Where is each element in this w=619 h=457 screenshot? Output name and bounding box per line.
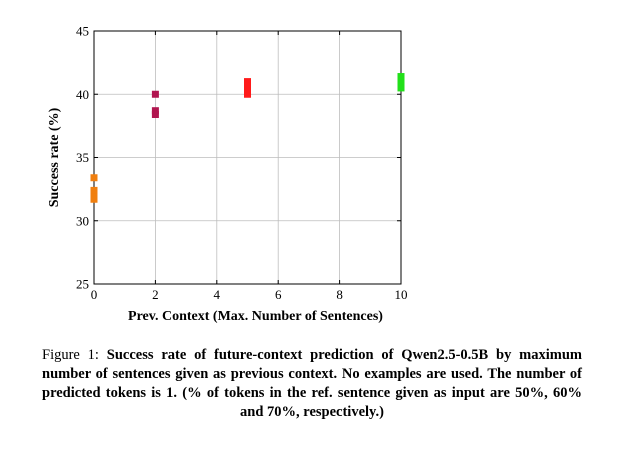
x-tick-label: 0 xyxy=(91,287,98,302)
tick-layer: 0 2 4 6 8 10 25 30 35 40 45 xyxy=(76,24,408,303)
y-axis-title: Success rate (%) xyxy=(47,107,62,207)
data-point xyxy=(397,84,405,92)
data-point xyxy=(244,90,251,98)
data-point xyxy=(90,195,98,203)
caption-text: Success rate of future-context predictio… xyxy=(42,347,583,420)
data-point xyxy=(244,85,251,93)
data-point xyxy=(397,76,405,84)
point-layer xyxy=(90,73,405,203)
data-point xyxy=(244,81,251,89)
x-tick-label: 8 xyxy=(336,287,343,302)
x-axis-title: Prev. Context (Max. Number of Sentences) xyxy=(128,309,383,324)
data-point xyxy=(397,73,405,81)
caption-prefix: Figure 1: xyxy=(42,347,99,363)
y-tick-label: 35 xyxy=(76,150,89,165)
data-point xyxy=(151,90,159,98)
grid-layer xyxy=(94,31,401,284)
data-point xyxy=(151,107,159,115)
data-point xyxy=(90,186,98,194)
data-point xyxy=(151,110,159,118)
scatter-chart: 0 2 4 6 8 10 25 30 35 40 45 Prev. Context (Max. Nu… xyxy=(47,24,408,325)
y-tick-label: 30 xyxy=(76,213,89,228)
y-tick-label: 45 xyxy=(76,24,89,39)
x-tick-label: 4 xyxy=(214,287,221,302)
y-tick-label: 25 xyxy=(76,277,89,292)
x-tick-label: 6 xyxy=(275,287,282,302)
data-point xyxy=(244,78,251,86)
data-point xyxy=(397,80,405,88)
x-tick-label: 10 xyxy=(395,287,408,302)
figure-caption: Figure 1: Success rate of future-context… xyxy=(42,346,582,422)
x-tick-label: 2 xyxy=(152,287,159,302)
data-point xyxy=(90,174,98,182)
y-tick-label: 40 xyxy=(76,87,89,102)
